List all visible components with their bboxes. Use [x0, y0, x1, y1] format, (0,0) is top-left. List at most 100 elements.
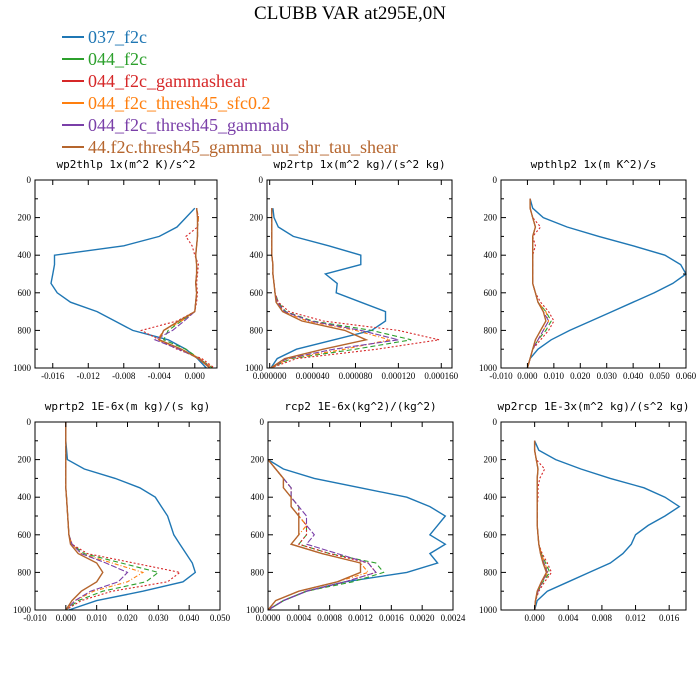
- x-tick-label: 0.000160: [424, 371, 458, 381]
- series-line: [153, 208, 212, 369]
- y-tick-label: 600: [18, 530, 32, 540]
- legend-label: 044_f2c_gammashear: [88, 71, 247, 91]
- chart-panel: wp2thlp 1x(m^2 K)/s^2 0 200 400 600 800 1000 -0…: [13, 158, 218, 381]
- series-line: [267, 459, 385, 611]
- y-tick-label: 400: [250, 250, 264, 260]
- series-line: [267, 459, 362, 611]
- series-line: [526, 198, 555, 369]
- x-tick-label: -0.008: [112, 371, 136, 381]
- y-tick-label: 400: [484, 492, 498, 502]
- legend-item: 044_f2c_gammashear: [62, 70, 398, 92]
- legend-label: 037_f2c: [88, 27, 147, 47]
- series-line: [526, 198, 550, 369]
- panel-title: rcp2 1E-6x(kg^2)/(kg^2): [284, 400, 436, 413]
- legend-line-swatch: [62, 124, 84, 126]
- plot-frame: [266, 179, 453, 369]
- chart-panel: wpthlp2 1x(m K^2)/s 0 200 400 600 800 1000-0.0…: [479, 158, 697, 381]
- panel-title: wprtp2 1E-6x(m kg)/(s kg): [45, 400, 211, 413]
- x-tick-label: 0.000080: [339, 371, 373, 381]
- y-tick-label: 600: [250, 288, 264, 298]
- y-tick-label: 1000: [13, 363, 32, 373]
- x-tick-label: -0.010: [23, 613, 47, 623]
- y-tick-label: 400: [251, 492, 265, 502]
- x-tick-label: 0.040: [179, 613, 200, 623]
- chart-panel: wp2rcp 1E-3x(m^2 kg)/(s^2 kg) 0 200 400 600 8…: [479, 400, 690, 623]
- y-tick-label: 800: [18, 325, 32, 335]
- y-tick-label: 200: [18, 455, 32, 465]
- y-tick-label: 1000: [479, 605, 498, 615]
- y-tick-label: 0: [493, 417, 498, 427]
- series-line: [270, 208, 440, 369]
- plot-frame: [500, 421, 687, 611]
- y-tick-label: 0: [493, 175, 498, 185]
- x-tick-label: 0.000: [517, 371, 538, 381]
- series-line: [158, 208, 211, 369]
- chart-title: CLUBB VAR at295E,0N: [254, 3, 446, 24]
- plot-frame: [267, 421, 454, 611]
- y-tick-label: 600: [251, 530, 265, 540]
- series-line: [139, 208, 215, 369]
- series-line: [270, 208, 399, 369]
- y-tick-label: 0: [260, 417, 265, 427]
- x-tick-label: 0.016: [659, 613, 680, 623]
- x-tick-label: 0.050: [649, 371, 670, 381]
- legend-item: 044_f2c: [62, 48, 398, 70]
- x-tick-label: 0.010: [544, 371, 565, 381]
- x-tick-label: 0.000: [525, 613, 546, 623]
- x-tick-label: 0.0016: [379, 613, 404, 623]
- legend-line-swatch: [62, 58, 84, 60]
- series-line: [526, 198, 550, 369]
- legend: 037_f2c 044_f2c 044_f2c_gammashear 044_f2c_…: [62, 26, 398, 158]
- legend-line-swatch: [62, 102, 84, 104]
- series-line: [65, 422, 104, 611]
- x-tick-label: -0.004: [148, 371, 172, 381]
- series-line: [50, 207, 207, 369]
- y-tick-label: 600: [18, 288, 32, 298]
- y-tick-label: 800: [250, 325, 264, 335]
- legend-line-swatch: [62, 146, 84, 148]
- legend-item: 044_f2c_thresh45_gammab: [62, 114, 398, 136]
- x-tick-label: 0.020: [117, 613, 138, 623]
- y-tick-label: 200: [484, 213, 498, 223]
- x-tick-label: -0.012: [77, 371, 100, 381]
- legend-label: 044_f2c_thresh45_sfc0.2: [88, 93, 271, 113]
- y-tick-label: 600: [484, 288, 498, 298]
- legend-label: 044_f2c_thresh45_gammab: [88, 115, 289, 135]
- y-tick-label: 600: [484, 530, 498, 540]
- series-line: [267, 459, 377, 611]
- series-line: [270, 208, 387, 369]
- x-tick-label: 0.040: [623, 371, 644, 381]
- y-tick-label: 0: [259, 175, 264, 185]
- x-tick-label: 0.0012: [348, 613, 373, 623]
- x-tick-label: 0.050: [210, 613, 231, 623]
- series-line: [267, 459, 447, 611]
- series-line: [270, 208, 412, 369]
- chart-panel: wprtp2 1E-6x(m kg)/(s kg) 0 200 400 600 800 10…: [13, 400, 231, 623]
- x-tick-label: 0.0008: [317, 613, 342, 623]
- x-tick-label: 0.010: [87, 613, 108, 623]
- x-tick-label: 0.004: [558, 613, 579, 623]
- plot-frame: [500, 179, 687, 369]
- y-tick-label: 1000: [13, 605, 32, 615]
- y-tick-label: 200: [18, 213, 32, 223]
- series-line: [270, 208, 369, 369]
- x-tick-label: -0.016: [41, 371, 65, 381]
- y-tick-label: 1000: [246, 605, 265, 615]
- x-tick-label: 0.0000: [256, 613, 281, 623]
- x-tick-label: 0.030: [597, 371, 618, 381]
- chart-panel: wp2rtp 1x(m^2 kg)/(s^2 kg) 0 200 400 600 800 1…: [245, 158, 459, 381]
- x-tick-label: 0.000: [56, 613, 77, 623]
- x-tick-label: 0.000040: [296, 371, 330, 381]
- y-tick-label: 1000: [479, 363, 498, 373]
- series-line: [65, 422, 145, 611]
- x-tick-label: 0.020: [570, 371, 591, 381]
- x-tick-label: 0.0004: [286, 613, 311, 623]
- y-tick-label: 0: [27, 175, 32, 185]
- y-tick-label: 200: [250, 213, 264, 223]
- series-line: [65, 422, 182, 611]
- x-tick-label: 0.012: [625, 613, 645, 623]
- panel-title: wp2rcp 1E-3x(m^2 kg)/(s^2 kg): [497, 400, 689, 413]
- panel-title: wpthlp2 1x(m K^2)/s: [531, 158, 657, 171]
- x-tick-label: 0.000: [185, 371, 206, 381]
